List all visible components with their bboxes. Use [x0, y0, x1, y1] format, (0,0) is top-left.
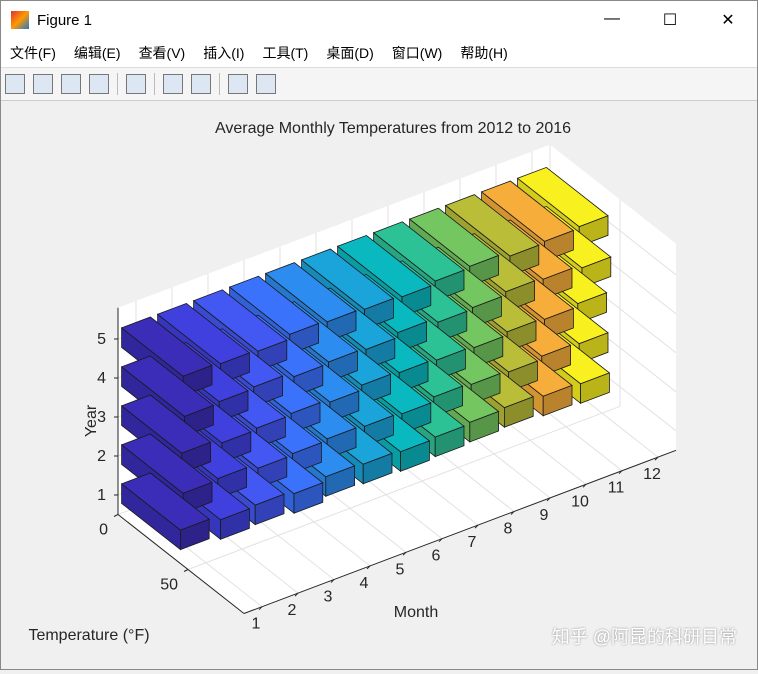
x-tick-label: 3: [324, 589, 333, 606]
save[interactable]: [61, 74, 81, 94]
close[interactable]: ✕: [721, 12, 735, 29]
x-tick-label: 9: [540, 507, 549, 524]
legend[interactable]: [191, 74, 211, 94]
print[interactable]: [89, 74, 109, 94]
x-tick-label: 5: [396, 561, 405, 578]
tick: [474, 524, 479, 529]
bar-face-front: [362, 452, 393, 485]
bar-face-front: [434, 425, 465, 458]
axis-line: [243, 449, 677, 614]
maximize[interactable]: ☐: [662, 12, 678, 29]
window-controls: — ☐ ✕: [583, 10, 757, 30]
z-axis-label: Temperature (°F): [28, 627, 149, 644]
bar-face-front: [580, 372, 610, 404]
z-tick-label: 0: [99, 522, 108, 539]
menu-item[interactable]: 插入(I): [203, 45, 245, 61]
x-tick-label: 11: [608, 480, 625, 497]
app-icon: [11, 11, 29, 29]
tick: [366, 565, 371, 570]
tick: [582, 483, 587, 488]
menu-item[interactable]: 桌面(D): [326, 45, 374, 61]
chart-title: Average Monthly Temperatures from 2012 t…: [215, 120, 571, 137]
x-tick-label: 4: [360, 575, 369, 592]
x-tick-label: 10: [571, 493, 589, 510]
colorbar[interactable]: [163, 74, 183, 94]
tick: [113, 514, 119, 517]
bar-face-front: [254, 493, 285, 526]
x-axis-label: Month: [394, 604, 438, 621]
y-tick-label: 4: [97, 370, 106, 387]
y-tick-label: 5: [97, 331, 106, 348]
menu-item[interactable]: 查看(V): [138, 45, 186, 61]
tick: [618, 470, 623, 475]
y-tick-label: 1: [97, 487, 106, 504]
chart: Average Monthly Temperatures from 2012 t…: [28, 120, 677, 644]
bar-face-front: [503, 396, 534, 428]
link[interactable]: [126, 74, 146, 94]
watermark: 知乎 @阿昆的科研日常: [551, 627, 737, 647]
x-tick-label: 8: [504, 521, 513, 538]
bar-face-front: [325, 465, 356, 497]
z-tick-label: 50: [160, 577, 178, 594]
x-tick-label: 1: [252, 616, 261, 633]
bar-face-front: [220, 508, 250, 540]
tick: [654, 456, 659, 461]
pointer[interactable]: [228, 74, 248, 94]
tick: [438, 538, 443, 543]
menu-item[interactable]: 帮助(H): [460, 45, 508, 61]
tick: [294, 592, 299, 597]
x-tick-label: 6: [432, 548, 441, 565]
tick: [330, 579, 335, 583]
x-tick-label: 12: [643, 466, 661, 483]
menu-item[interactable]: 窗口(W): [391, 45, 443, 61]
tick: [402, 551, 407, 556]
grid-line: [187, 405, 621, 570]
menu-bar: 文件(F) 编辑(E) 查看(V) 插入(I) 工具(T) 桌面(D) 窗口(W) 帮助(H): [1, 39, 757, 67]
title-bar: Figure 1 — ☐ ✕: [1, 1, 757, 39]
tick: [510, 511, 515, 515]
tick: [258, 606, 263, 611]
bar-face-front: [293, 482, 324, 514]
y-axis-label: Year: [83, 404, 100, 437]
y-tick-label: 2: [97, 448, 106, 465]
property-editor[interactable]: [256, 74, 276, 94]
floor-pane: [118, 351, 676, 614]
tick: [183, 569, 189, 572]
open[interactable]: [33, 74, 53, 94]
window-title: Figure 1: [37, 11, 93, 29]
tick: [546, 497, 551, 502]
toolbar: [1, 67, 757, 101]
x-tick-label: 2: [288, 602, 297, 619]
bar-face-front: [400, 440, 430, 472]
bar-face-front: [542, 384, 573, 417]
bar-face-front: [179, 518, 210, 551]
axis-line: [117, 514, 245, 614]
menu-item[interactable]: 文件(F): [10, 45, 56, 61]
menu-item[interactable]: 工具(T): [262, 45, 309, 61]
y-tick-label: 3: [97, 409, 106, 426]
x-tick-label: 7: [468, 534, 477, 551]
menu-item[interactable]: 编辑(E): [73, 45, 121, 61]
bar-face-front: [469, 410, 500, 443]
new[interactable]: [5, 74, 25, 94]
minimize[interactable]: —: [604, 10, 620, 27]
